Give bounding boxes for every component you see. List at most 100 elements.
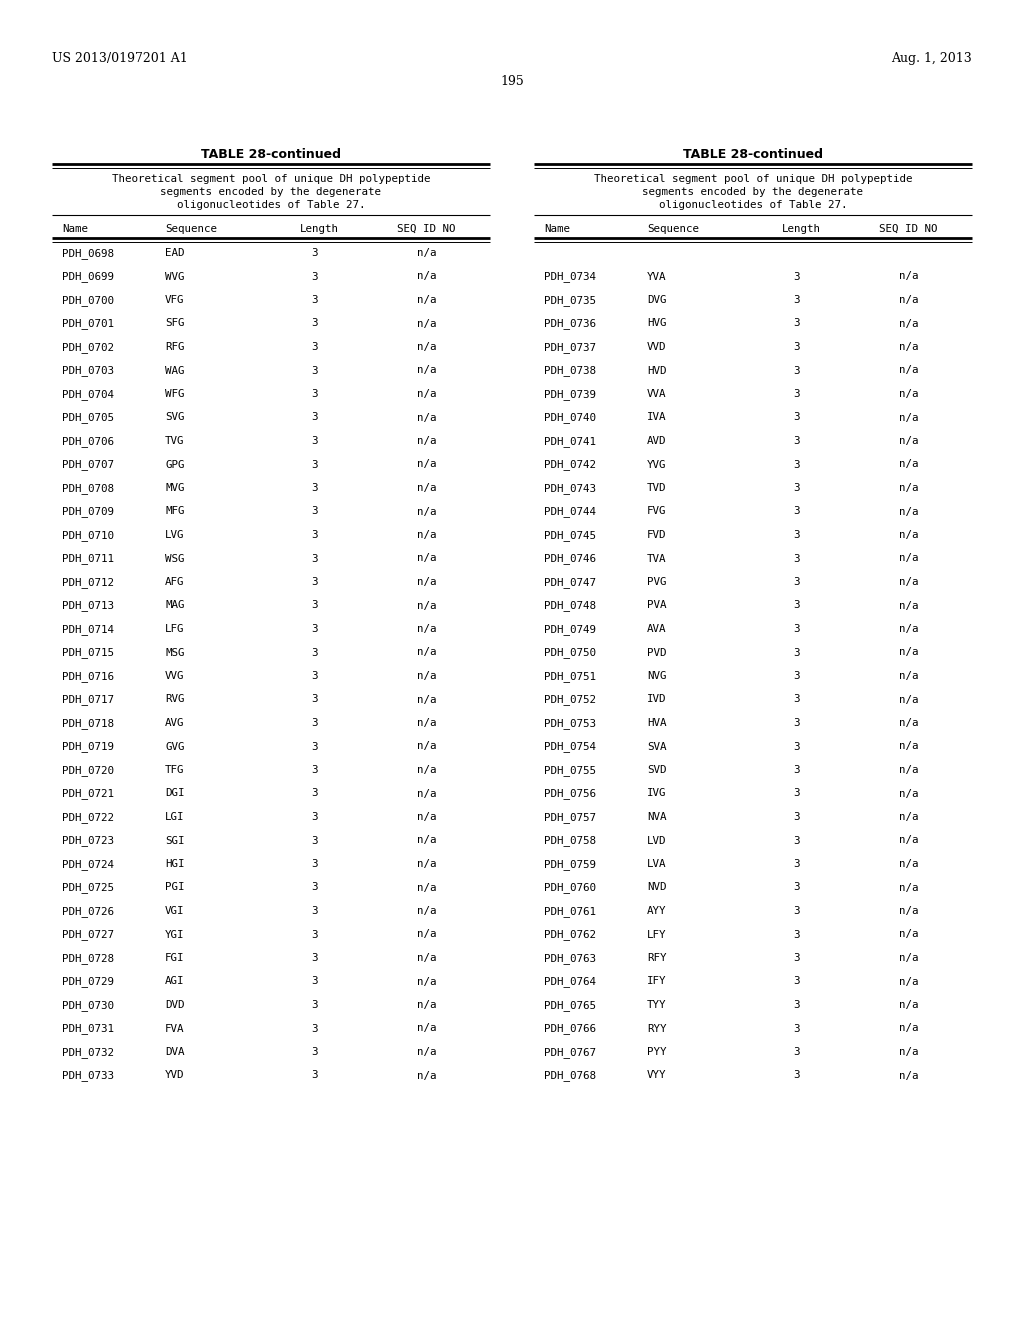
Text: Sequence: Sequence (165, 224, 217, 234)
Text: 3: 3 (794, 483, 800, 492)
Text: n/a: n/a (899, 953, 919, 964)
Text: PDH_0709: PDH_0709 (62, 507, 114, 517)
Text: NVG: NVG (647, 671, 667, 681)
Text: 3: 3 (311, 906, 318, 916)
Text: 3: 3 (794, 531, 800, 540)
Text: 3: 3 (794, 766, 800, 775)
Text: 3: 3 (794, 1071, 800, 1081)
Text: 3: 3 (794, 953, 800, 964)
Text: WSG: WSG (165, 553, 184, 564)
Text: n/a: n/a (899, 766, 919, 775)
Text: n/a: n/a (417, 1001, 437, 1010)
Text: PDH_0710: PDH_0710 (62, 531, 114, 541)
Text: PDH_0741: PDH_0741 (544, 436, 596, 447)
Text: 3: 3 (794, 836, 800, 846)
Text: PDH_0713: PDH_0713 (62, 601, 114, 611)
Text: 3: 3 (794, 812, 800, 822)
Text: PDH_0705: PDH_0705 (62, 412, 114, 424)
Text: n/a: n/a (899, 459, 919, 470)
Text: WFG: WFG (165, 389, 184, 399)
Text: PDH_0761: PDH_0761 (544, 906, 596, 917)
Text: n/a: n/a (899, 389, 919, 399)
Text: n/a: n/a (899, 412, 919, 422)
Text: NVA: NVA (647, 812, 667, 822)
Text: 195: 195 (500, 75, 524, 88)
Text: VYY: VYY (647, 1071, 667, 1081)
Text: n/a: n/a (417, 459, 437, 470)
Text: n/a: n/a (899, 929, 919, 940)
Text: EAD: EAD (165, 248, 184, 257)
Text: 3: 3 (794, 294, 800, 305)
Text: 3: 3 (311, 836, 318, 846)
Text: PDH_0732: PDH_0732 (62, 1047, 114, 1057)
Text: 3: 3 (794, 883, 800, 892)
Text: IVG: IVG (647, 788, 667, 799)
Text: TVG: TVG (165, 436, 184, 446)
Text: PDH_0717: PDH_0717 (62, 694, 114, 705)
Text: n/a: n/a (417, 483, 437, 492)
Text: 3: 3 (311, 577, 318, 587)
Text: 3: 3 (311, 342, 318, 352)
Text: 3: 3 (311, 929, 318, 940)
Text: PDH_0726: PDH_0726 (62, 906, 114, 917)
Text: 3: 3 (311, 977, 318, 986)
Text: Name: Name (544, 224, 570, 234)
Text: n/a: n/a (417, 366, 437, 375)
Text: 3: 3 (794, 412, 800, 422)
Text: PDH_0736: PDH_0736 (544, 318, 596, 330)
Text: SVD: SVD (647, 766, 667, 775)
Text: 3: 3 (794, 436, 800, 446)
Text: PDH_0742: PDH_0742 (544, 459, 596, 470)
Text: n/a: n/a (899, 648, 919, 657)
Text: 3: 3 (311, 883, 318, 892)
Text: n/a: n/a (417, 531, 437, 540)
Text: 3: 3 (311, 718, 318, 729)
Text: Theoretical segment pool of unique DH polypeptide: Theoretical segment pool of unique DH po… (112, 174, 430, 183)
Text: PDH_0749: PDH_0749 (544, 624, 596, 635)
Text: 3: 3 (794, 601, 800, 610)
Text: PDH_0714: PDH_0714 (62, 624, 114, 635)
Text: PDH_0722: PDH_0722 (62, 812, 114, 822)
Text: 3: 3 (794, 366, 800, 375)
Text: LFY: LFY (647, 929, 667, 940)
Text: LGI: LGI (165, 812, 184, 822)
Text: n/a: n/a (417, 436, 437, 446)
Text: PDH_0716: PDH_0716 (62, 671, 114, 682)
Text: PDH_0762: PDH_0762 (544, 929, 596, 940)
Text: PDH_0707: PDH_0707 (62, 459, 114, 470)
Text: PDH_0752: PDH_0752 (544, 694, 596, 705)
Text: n/a: n/a (899, 601, 919, 610)
Text: Aug. 1, 2013: Aug. 1, 2013 (891, 51, 972, 65)
Text: DVA: DVA (165, 1047, 184, 1057)
Text: 3: 3 (311, 294, 318, 305)
Text: PDH_0734: PDH_0734 (544, 272, 596, 282)
Text: PDH_0724: PDH_0724 (62, 859, 114, 870)
Text: RFG: RFG (165, 342, 184, 352)
Text: 3: 3 (794, 648, 800, 657)
Text: n/a: n/a (899, 883, 919, 892)
Text: AGI: AGI (165, 977, 184, 986)
Text: 3: 3 (311, 389, 318, 399)
Text: 3: 3 (311, 272, 318, 281)
Text: n/a: n/a (417, 836, 437, 846)
Text: 3: 3 (311, 766, 318, 775)
Text: 3: 3 (311, 953, 318, 964)
Text: IVA: IVA (647, 412, 667, 422)
Text: 3: 3 (794, 553, 800, 564)
Text: n/a: n/a (417, 859, 437, 869)
Text: LFG: LFG (165, 624, 184, 634)
Text: n/a: n/a (417, 1023, 437, 1034)
Text: PDH_0747: PDH_0747 (544, 577, 596, 587)
Text: GVG: GVG (165, 742, 184, 751)
Text: SEQ ID NO: SEQ ID NO (397, 224, 456, 234)
Text: PDH_0733: PDH_0733 (62, 1071, 114, 1081)
Text: SVA: SVA (647, 742, 667, 751)
Text: 3: 3 (311, 366, 318, 375)
Text: PVG: PVG (647, 577, 667, 587)
Text: SVG: SVG (165, 412, 184, 422)
Text: YVD: YVD (165, 1071, 184, 1081)
Text: 3: 3 (794, 318, 800, 329)
Text: n/a: n/a (899, 1023, 919, 1034)
Text: DVD: DVD (165, 1001, 184, 1010)
Text: 3: 3 (311, 788, 318, 799)
